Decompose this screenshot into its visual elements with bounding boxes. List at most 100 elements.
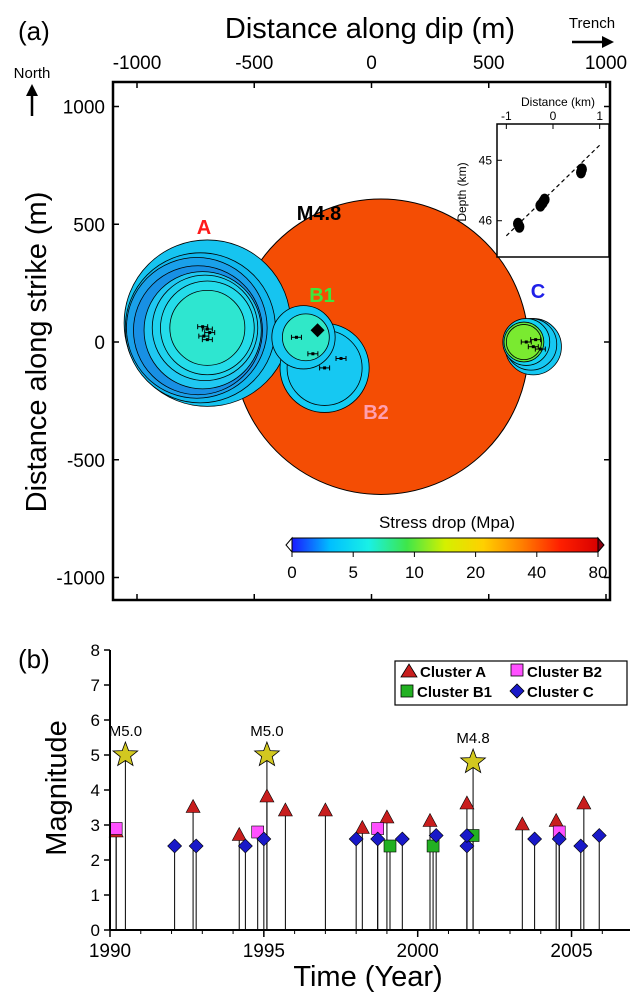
panel-a-plot-area — [111, 80, 612, 602]
hypocenter-point — [205, 338, 209, 342]
panel-a-ytick: 0 — [94, 333, 105, 354]
legend-diamond-icon — [509, 683, 525, 699]
panel-b-ytick: 7 — [91, 676, 100, 695]
legend-cluster-b2: Cluster B2 — [527, 664, 602, 681]
panel-a-label: (a) — [18, 16, 50, 46]
hypocenter-point — [294, 335, 298, 339]
cluster-c-marker — [256, 831, 272, 847]
hypocenter-marker — [290, 334, 302, 340]
panel-b-ytick: 8 — [91, 641, 100, 660]
cluster-c-marker — [428, 828, 444, 843]
panel-a-frame — [111, 80, 612, 602]
hypocenter-marker — [201, 337, 213, 343]
cluster-c-marker — [527, 831, 543, 847]
cluster-b1-marker — [426, 839, 440, 853]
panel-b-ytick: 3 — [91, 816, 100, 835]
legend-triangle-icon — [400, 663, 418, 678]
inset-xtick-labels: -1 0 1 — [501, 109, 603, 123]
panel-a-ytick: 500 — [73, 215, 105, 236]
colorbar-tick: 0 — [287, 563, 296, 582]
panel-a-xtick: 500 — [473, 53, 505, 74]
cluster-a-marker — [185, 798, 201, 813]
hypocenter-point — [524, 340, 528, 344]
panel-b-xtick: 2005 — [550, 941, 592, 962]
inset-ytick: 46 — [479, 214, 493, 228]
panel-a-ytick: -500 — [67, 451, 105, 472]
stress-drop-colorbar: Stress drop (Mpa) 0 5 10 20 40 80 — [285, 513, 608, 582]
panel-b-xtick: 2000 — [397, 941, 439, 962]
hypocenter-point — [205, 327, 209, 331]
panel-a-xtick: 1000 — [585, 53, 627, 74]
cluster-a-marker — [317, 802, 333, 817]
hypocenter-marker — [534, 346, 546, 352]
large-event-label: M4.8 — [456, 730, 489, 747]
inset-event-point — [576, 163, 587, 176]
legend-cluster-a: Cluster A — [420, 664, 486, 681]
panel-b-ytick: 6 — [91, 711, 100, 730]
large-event-star-icon — [111, 740, 139, 767]
panel-b-ytick: 4 — [91, 781, 100, 800]
cluster-c-marker — [394, 831, 410, 847]
depth-inset: Distance (km) -1 0 1 45 46 Depth (km) — [455, 95, 610, 258]
cluster-a-label: A — [197, 217, 211, 239]
north-arrow-icon — [26, 84, 38, 116]
cluster-c-marker — [348, 831, 364, 847]
colorbar-tick: 80 — [589, 563, 608, 582]
inset-xtick: -1 — [501, 109, 512, 123]
hypocenter-marker — [198, 333, 210, 339]
panel-b-plot-area: M5.0 M5.0 M4.8 — [104, 649, 630, 937]
inset-ytick: 45 — [479, 153, 493, 167]
cluster-c-marker — [370, 831, 386, 847]
hypocenter-marker — [527, 344, 539, 350]
hypocenter-marker — [319, 365, 331, 371]
inset-ylabel: Depth (km) — [455, 162, 469, 221]
cluster-a-marker — [259, 788, 275, 803]
cluster-c-marker — [459, 828, 475, 843]
panel-b-ytick: 0 — [91, 921, 100, 940]
panel-a-ytick: 1000 — [63, 98, 105, 119]
north-label: North — [14, 65, 51, 82]
panel-b-ytick-labels: 0 1 2 3 4 5 6 7 8 — [91, 641, 100, 940]
cluster-a-marker — [576, 795, 592, 810]
inset-event-point — [514, 220, 525, 233]
hypocenter-point — [202, 334, 206, 338]
cluster-a-marker — [422, 812, 438, 827]
hypocenter-marker — [204, 330, 216, 336]
cluster-a-marker — [354, 819, 370, 834]
colorbar-high-extension — [597, 536, 605, 554]
cluster-a-marker — [277, 802, 293, 817]
panel-b-label: (b) — [18, 644, 50, 674]
hypocenter-point — [531, 345, 535, 349]
cluster-c-marker — [188, 838, 204, 854]
inset-ytick-labels: 45 46 — [479, 153, 493, 227]
cluster-b1-label: B1 — [309, 285, 335, 307]
cluster-c-marker — [551, 831, 567, 847]
panel-a-ylabel: Distance along strike (m) — [21, 192, 53, 513]
rupture-b1 — [281, 313, 330, 362]
legend-cluster-c: Cluster C — [527, 684, 594, 701]
panel-a-xtick: 0 — [366, 53, 377, 74]
colorbar-tick: 10 — [405, 563, 424, 582]
panel-a-xtick: -1000 — [113, 53, 162, 74]
colorbar-tick: 20 — [466, 563, 485, 582]
panel-b-legend: Cluster A Cluster B2 Cluster B1 Cluster … — [394, 660, 628, 706]
inset-event-point — [539, 193, 550, 206]
panel-a-ytick: -1000 — [56, 569, 105, 590]
cluster-b2-label: B2 — [363, 402, 389, 424]
hypocenter-point — [311, 352, 315, 356]
cluster-b1-marker — [383, 839, 397, 853]
hypocenter-point — [323, 366, 327, 370]
cluster-a-marker — [231, 826, 247, 841]
inset-xtick: 0 — [550, 109, 557, 123]
legend-green-square-icon — [400, 684, 414, 698]
cluster-b2-marker — [109, 822, 123, 835]
hypocenter-point — [208, 331, 212, 335]
colorbar-tick: 40 — [527, 563, 546, 582]
large-event-label: M5.0 — [109, 723, 142, 740]
inset-xtick: 1 — [596, 109, 603, 123]
hypocenter-marker — [530, 337, 542, 343]
panel-b-xtick-labels: 1990 1995 2000 2005 — [89, 941, 593, 962]
hypocenter-marker — [307, 351, 319, 357]
panel-a-xtick: -500 — [235, 53, 273, 74]
